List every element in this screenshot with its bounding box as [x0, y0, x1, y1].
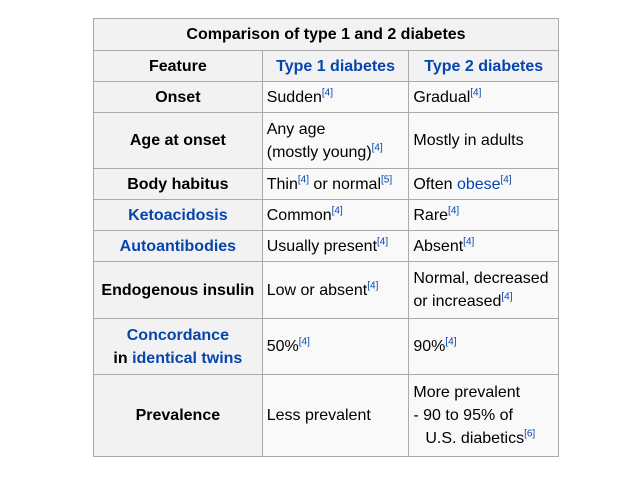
cell-insulin-t2: Normal, decreased or increased[4]	[408, 261, 559, 319]
value-text: Sudden	[266, 88, 322, 106]
cell-habitus-t1: Thin[4] or normal[5]	[261, 168, 410, 200]
citation-link[interactable]: [4]	[445, 336, 457, 348]
feature-onset: Onset	[93, 81, 263, 113]
cell-age-t2: Mostly in adults	[408, 112, 559, 169]
value-text: or increased	[413, 293, 502, 310]
feature-auto[interactable]: Autoantibodies	[93, 230, 263, 262]
value-text: More prevalent	[413, 384, 521, 401]
identical-twins-link[interactable]: identical twins	[132, 349, 243, 367]
feature-prevalence: Prevalence	[93, 374, 263, 457]
feature-concordance: Concordance in identical twins	[93, 318, 263, 375]
feature-insulin: Endogenous insulin	[93, 261, 263, 319]
cell-keto-t1: Common[4]	[261, 199, 410, 231]
value-text: - 90 to 95% of	[413, 407, 513, 424]
obese-link[interactable]: obese	[456, 175, 501, 193]
cell-keto-t2: Rare[4]	[408, 199, 559, 231]
header-type1[interactable]: Type 1 diabetes	[261, 50, 410, 82]
citation-link[interactable]: [4]	[297, 174, 309, 186]
citation-link[interactable]: [4]	[500, 174, 512, 186]
citation-link[interactable]: [4]	[463, 236, 475, 248]
citation-link[interactable]: [4]	[470, 87, 482, 99]
value-text: or normal	[308, 175, 382, 193]
cell-auto-t2: Absent[4]	[408, 230, 559, 262]
value-text: Rare	[413, 206, 449, 224]
cell-age-t1: Any age (mostly young)[4]	[261, 112, 410, 169]
value-text: Gradual	[413, 88, 471, 106]
citation-link[interactable]: [6]	[524, 428, 536, 440]
cell-habitus-t2: Often obese[4]	[408, 168, 559, 200]
cell-onset-t1: Sudden[4]	[261, 81, 410, 113]
citation-link[interactable]: [4]	[367, 280, 379, 292]
cell-onset-t2: Gradual[4]	[408, 81, 559, 113]
value-text: Usually present	[266, 237, 378, 255]
value-text: U.S. diabetics	[425, 430, 525, 447]
header-feature: Feature	[93, 50, 263, 82]
citation-link[interactable]: [4]	[331, 205, 343, 217]
citation-link[interactable]: [4]	[371, 142, 383, 154]
value-text: Any age	[266, 120, 326, 138]
value-text: Common	[266, 206, 332, 224]
cell-prevalence-t2: More prevalent - 90 to 95% of U.S. diabeti…	[408, 374, 559, 457]
value-text: Low or absent	[266, 281, 368, 299]
value-text: Absent	[413, 237, 464, 255]
citation-link[interactable]: [4]	[501, 291, 513, 303]
table-row-onset: Onset Sudden[4] Gradual[4]	[93, 81, 559, 113]
table-caption: Comparison of type 1 and 2 diabetes	[93, 18, 559, 51]
cell-insulin-t1: Low or absent[4]	[261, 261, 410, 319]
cell-auto-t1: Usually present[4]	[261, 230, 410, 262]
table-row-prevalence: Prevalence Less prevalent More prevalent…	[93, 374, 559, 457]
concordance-link[interactable]: Concordance	[126, 326, 229, 344]
feature-age: Age at onset	[93, 112, 263, 169]
diabetes-comparison-table: Comparison of type 1 and 2 diabetes Feat…	[93, 18, 559, 457]
citation-link[interactable]: [4]	[448, 205, 460, 217]
feature-text: in	[113, 349, 133, 367]
feature-habitus: Body habitus	[93, 168, 263, 200]
table-row-habitus: Body habitus Thin[4] or normal[5] Often …	[93, 168, 559, 200]
header-row: Feature Type 1 diabetes Type 2 diabetes	[93, 50, 559, 82]
citation-link[interactable]: [4]	[321, 87, 334, 99]
autoantibodies-link[interactable]: Autoantibodies	[119, 237, 237, 255]
type1-link[interactable]: Type 1 diabetes	[276, 57, 395, 75]
table-row-concordance: Concordance in identical twins 50%[4] 90%…	[93, 318, 559, 375]
citation-link[interactable]: [4]	[377, 236, 389, 248]
table-row-insulin: Endogenous insulin Low or absent[4] Norm…	[93, 261, 559, 319]
value-text: 50%	[266, 338, 299, 355]
table-row-age: Age at onset Any age (mostly young)[4] Mo…	[93, 112, 559, 169]
table-row-auto: Autoantibodies Usually present[4] Absent…	[93, 230, 559, 262]
cell-concordance-t2: 90%[4]	[408, 318, 559, 375]
cell-concordance-t1: 50%[4]	[261, 318, 410, 375]
value-text: Often	[413, 175, 457, 193]
feature-keto[interactable]: Ketoacidosis	[93, 199, 263, 231]
value-text: (mostly young)	[266, 143, 372, 161]
header-type2[interactable]: Type 2 diabetes	[408, 50, 559, 82]
value-text: 90%	[413, 338, 446, 355]
value-text: Thin	[266, 175, 298, 193]
cell-prevalence-t1: Less prevalent	[261, 374, 410, 457]
value-text: Normal, decreased	[413, 270, 549, 287]
type2-link[interactable]: Type 2 diabetes	[424, 57, 544, 75]
citation-link[interactable]: [5]	[381, 174, 393, 186]
citation-link[interactable]: [4]	[298, 336, 310, 348]
ketoacidosis-link[interactable]: Ketoacidosis	[128, 206, 228, 224]
caption-row: Comparison of type 1 and 2 diabetes	[93, 18, 559, 51]
table-row-keto: Ketoacidosis Common[4] Rare[4]	[93, 199, 559, 231]
